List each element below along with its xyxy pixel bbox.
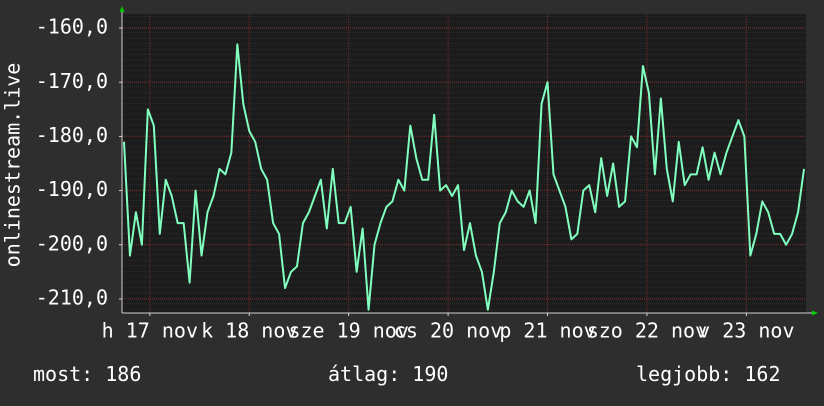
x-tick-label: szo 22 nov: [587, 319, 707, 343]
y-tick-label: -180,0: [36, 123, 108, 147]
stat-value: 190: [412, 362, 448, 386]
y-axis-arrow: [119, 6, 125, 12]
x-tick-label: v 23 nov: [698, 319, 794, 343]
x-tick-label: p 21 nov: [499, 319, 595, 343]
stat-label: legjobb:: [636, 362, 732, 386]
stat-label: most:: [33, 362, 93, 386]
y-tick-label: -210,0: [36, 285, 108, 309]
stat-value: 162: [744, 362, 780, 386]
stat-label: átlag:: [328, 362, 400, 386]
y-axis-label: onlinestream.live: [1, 63, 25, 268]
y-tick-label: -190,0: [36, 177, 108, 201]
stat: átlag: 190: [328, 362, 448, 386]
y-tick-label: -160,0: [36, 15, 108, 39]
x-tick-label: k 18 nov: [201, 319, 297, 343]
stat: most: 186: [33, 362, 141, 386]
x-axis-arrow: [812, 310, 818, 316]
stat: legjobb: 162: [636, 362, 781, 386]
stat-value: 186: [105, 362, 141, 386]
y-tick-label: -170,0: [36, 69, 108, 93]
x-tick-label: cs 20 nov: [394, 319, 502, 343]
y-tick-label: -200,0: [36, 231, 108, 255]
marks: [122, 43, 806, 311]
data-line: [122, 43, 806, 311]
x-tick-label: sze 19 nov: [288, 319, 408, 343]
plot-area: [122, 14, 806, 313]
x-tick-label: h 17 nov: [102, 319, 198, 343]
